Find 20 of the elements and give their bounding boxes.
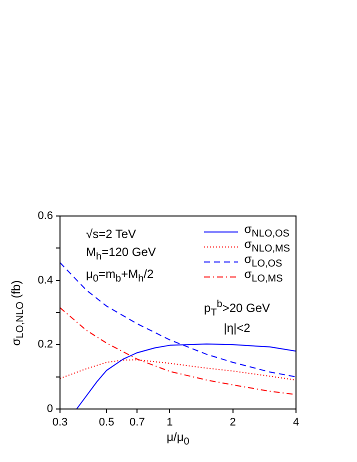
x-tick-label: 0.5	[98, 416, 114, 429]
legend-label: σ$_{LO,OS}$	[244, 252, 282, 270]
y-tick-label: 0.2	[38, 338, 53, 351]
x-tick-label: 4	[292, 416, 300, 429]
legend-label: σ$_{NLO,MS}$	[244, 237, 290, 255]
annotation: |η|<2	[222, 321, 252, 336]
annotation: p$_{T}$$^{b}$>20 GeV	[204, 299, 270, 318]
legend-label: σ$_{LO,MS}$	[244, 267, 283, 285]
x-tick-label: 1	[166, 416, 173, 429]
x-tick-label: 2	[230, 416, 236, 429]
x-tick-label: 0.7	[130, 416, 145, 429]
y-tick-label: 0.6	[38, 210, 53, 222]
annotation: μ$_{0}$=m$_{b}$+M$_{h}$/2	[86, 267, 155, 285]
y-tick-label: 0.4	[38, 274, 53, 286]
annotation: √s=2 TeV	[86, 227, 138, 241]
x-tick-label: 0.3	[52, 416, 68, 429]
legend-label: σ$_{NLO,OS}$	[244, 222, 290, 240]
annotation: M$_{h}$=120 GeV	[86, 245, 156, 262]
x-axis-title: μ/μ$_{0}$	[166, 430, 190, 448]
y-tick-label: 0	[46, 403, 53, 416]
